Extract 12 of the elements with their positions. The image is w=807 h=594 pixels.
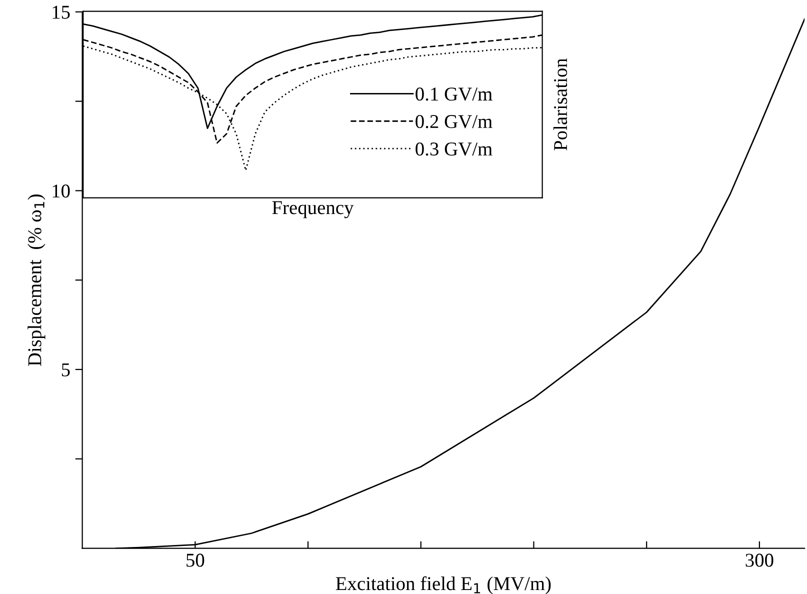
y-tick-label: 15: [52, 6, 70, 19]
y-tick-label: 10: [52, 184, 70, 198]
y-tick-label: 5: [62, 363, 70, 376]
x-axis-title: Frequency: [272, 201, 354, 218]
y-axis-title: Displacement (% ω$_{1}$): [28, 194, 46, 366]
legend-label: 0.1 GV/m: [416, 88, 492, 101]
x-tick-label: 300: [746, 554, 774, 567]
x-axis-title: Excitation field E$_{1}$ (MV/m): [336, 576, 551, 594]
legend-label: 0.3 GV/m: [416, 142, 492, 156]
x-tick-label: 50: [186, 554, 204, 567]
y-axis-title: Polarisation: [553, 58, 568, 150]
legend-label: 0.2 GV/m: [416, 115, 492, 128]
